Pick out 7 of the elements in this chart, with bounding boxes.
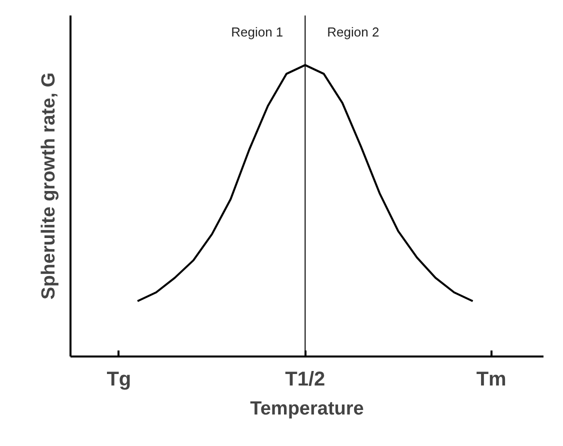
text: Region 2 [327,24,380,40]
x-tick-label: Tg [106,368,132,390]
text: Region 1 [231,24,284,40]
x-axis-title: Temperature [250,398,364,420]
x-tick-label: Tm [476,368,506,390]
x-tick-label: T1/2 [285,368,326,390]
y-axis-title: Spherulite growth rate, G [38,72,60,300]
